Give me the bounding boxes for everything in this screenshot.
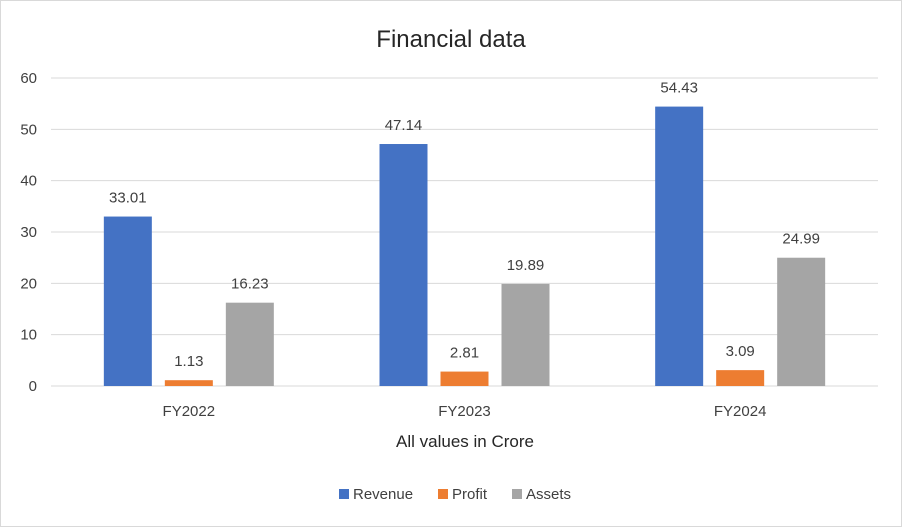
bar-profit-fy2024	[716, 370, 765, 386]
x-category-label: FY2024	[714, 403, 767, 420]
y-tick-label: 20	[20, 275, 37, 292]
bar-revenue-fy2022	[103, 216, 152, 386]
bars	[103, 106, 826, 387]
y-tick-label: 10	[20, 327, 37, 344]
data-label-revenue-fy2024: 54.43	[660, 80, 698, 97]
bar-assets-fy2023	[501, 283, 550, 386]
bar-assets-fy2024	[777, 257, 826, 386]
data-label-revenue-fy2022: 33.01	[109, 190, 147, 207]
data-labels: 33.01 1.13 16.23 47.14 2.81 19.89 54.43 3.09 24.…	[109, 80, 820, 371]
y-tick-label: 40	[20, 173, 37, 190]
legend-label-profit: Profit	[452, 486, 488, 503]
data-label-assets-fy2024: 24.99	[782, 231, 820, 248]
legend-swatch-assets	[512, 489, 522, 499]
data-label-profit-fy2024: 3.09	[726, 343, 755, 360]
y-axis-ticks: 0 10 20 30 40 50 60	[20, 70, 37, 395]
y-tick-label: 30	[20, 224, 37, 241]
bar-profit-fy2022	[164, 380, 213, 386]
data-label-assets-fy2023: 19.89	[507, 257, 545, 274]
data-label-revenue-fy2023: 47.14	[385, 117, 423, 134]
x-axis-label: All values in Crore	[396, 432, 534, 451]
bar-assets-fy2022	[225, 302, 274, 386]
gridlines	[51, 77, 878, 387]
x-category-label: FY2022	[163, 403, 216, 420]
y-tick-label: 0	[29, 378, 37, 395]
legend-label-revenue: Revenue	[353, 486, 413, 503]
legend: Revenue Profit Assets	[339, 486, 571, 503]
y-tick-label: 60	[20, 70, 37, 87]
chart-title: Financial data	[376, 26, 526, 53]
legend-swatch-profit	[438, 489, 448, 499]
x-category-label: FY2023	[438, 403, 491, 420]
bar-profit-fy2023	[440, 371, 489, 386]
x-axis-categories: FY2022 FY2023 FY2024	[163, 403, 767, 420]
bar-revenue-fy2024	[655, 106, 704, 387]
data-label-assets-fy2022: 16.23	[231, 276, 269, 293]
data-label-profit-fy2022: 1.13	[174, 353, 203, 370]
legend-swatch-revenue	[339, 489, 349, 499]
y-tick-label: 50	[20, 121, 37, 138]
legend-label-assets: Assets	[526, 486, 571, 503]
data-label-profit-fy2023: 2.81	[450, 345, 479, 362]
bar-revenue-fy2023	[379, 144, 428, 386]
